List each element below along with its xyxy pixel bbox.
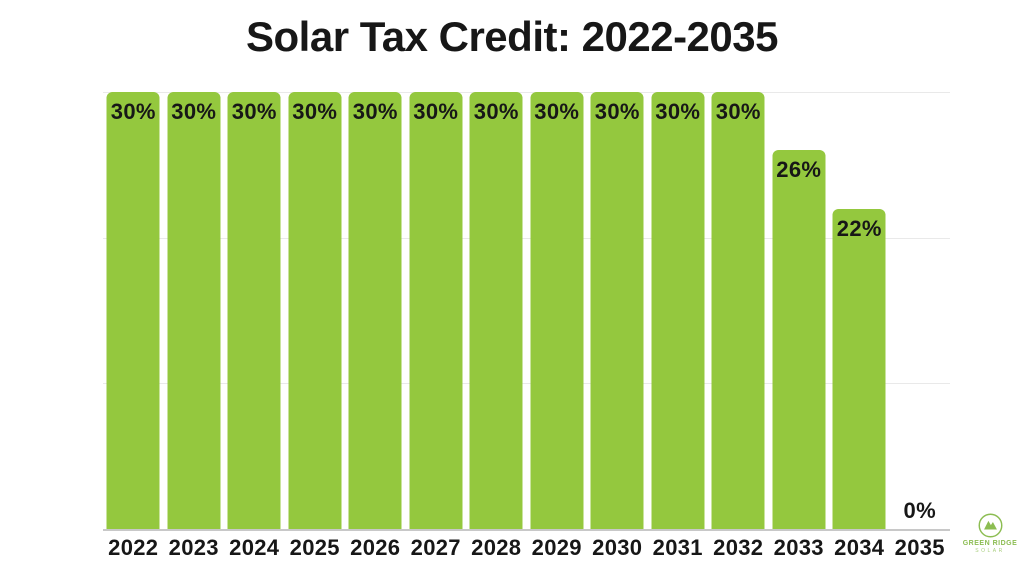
x-axis-label-2022: 2022 xyxy=(108,535,159,560)
brand-logo: GREEN RIDGE SOLAR xyxy=(957,513,1023,554)
x-axis-label-2030: 2030 xyxy=(592,535,643,560)
bar-2027: 30% xyxy=(409,92,463,529)
bar-value-label-2035: 0% xyxy=(903,498,936,523)
brand-tagline: SOLAR xyxy=(975,548,1005,554)
bar-2029: 30% xyxy=(530,92,584,529)
x-axis-labels: 2022 2023 2024 2025 2026 2027 2028 2029 2030 2031… xyxy=(103,535,950,561)
bar-2024: 30% xyxy=(227,92,281,529)
bar-column-2022: 30% xyxy=(103,92,164,529)
x-axis-label-2024: 2024 xyxy=(229,535,280,560)
bar-value-label-2030: 30% xyxy=(594,99,640,124)
bar-value-label-2033: 26% xyxy=(776,157,822,183)
plot-area: 30% 30% 30% 30% 30% 30% 30% 30% 30% 30% 30% 26% 22% 0… xyxy=(103,92,950,531)
bar-column-2030: 30% xyxy=(587,92,648,529)
bar-value-label-2025: 30% xyxy=(292,99,338,124)
bar-column-2023: 30% xyxy=(164,92,225,529)
bar-column-2027: 30% xyxy=(406,92,467,529)
x-axis-label-2031: 2031 xyxy=(652,535,703,560)
x-axis-label-2033: 2033 xyxy=(773,535,824,560)
bar-column-2032: 30% xyxy=(708,92,769,529)
x-axis-label-2032: 2032 xyxy=(713,535,764,560)
bar-value-label-2032: 30% xyxy=(715,99,761,124)
bar-value-label-2031: 30% xyxy=(655,99,701,124)
bar-2034: 22% xyxy=(832,208,886,529)
bar-value-label-2022: 30% xyxy=(110,99,156,124)
bar-2022: 30% xyxy=(106,92,160,529)
bar-column-2025: 30% xyxy=(285,92,346,529)
bars-container: 30% 30% 30% 30% 30% 30% 30% 30% 30% 30% 30% 26% 22% 0… xyxy=(103,92,950,529)
x-axis-label-2028: 2028 xyxy=(471,535,522,560)
x-axis-line xyxy=(103,529,950,531)
bar-column-2024: 30% xyxy=(224,92,285,529)
bar-column-2035: 0% xyxy=(890,92,951,529)
x-axis-label-2025: 2025 xyxy=(289,535,340,560)
bar-2033: 26% xyxy=(772,150,826,529)
x-axis-label-2027: 2027 xyxy=(410,535,461,560)
bar-2025: 30% xyxy=(288,92,342,529)
x-axis-label-2026: 2026 xyxy=(350,535,401,560)
bar-value-label-2034: 22% xyxy=(836,215,882,241)
bar-value-label-2028: 30% xyxy=(473,99,519,124)
bar-column-2028: 30% xyxy=(466,92,527,529)
bar-column-2029: 30% xyxy=(527,92,588,529)
bar-2028: 30% xyxy=(469,92,523,529)
bar-value-label-2029: 30% xyxy=(534,99,580,124)
mountain-logo-icon xyxy=(978,513,1002,538)
bar-column-2033: 26% xyxy=(769,92,830,529)
bar-column-2034: 22% xyxy=(829,92,890,529)
bar-column-2026: 30% xyxy=(345,92,406,529)
bar-value-label-2027: 30% xyxy=(413,99,459,124)
bar-column-2031: 30% xyxy=(648,92,709,529)
bar-value-label-2024: 30% xyxy=(231,99,277,124)
x-axis-label-2029: 2029 xyxy=(531,535,582,560)
bar-2023: 30% xyxy=(167,92,221,529)
chart-title: Solar Tax Credit: 2022-2035 xyxy=(246,13,779,60)
brand-name: GREEN RIDGE xyxy=(962,540,1018,547)
bar-value-label-2023: 30% xyxy=(171,99,217,124)
bar-2030: 30% xyxy=(590,92,644,529)
x-axis-label-2034: 2034 xyxy=(834,535,885,560)
x-axis-label-2035: 2035 xyxy=(894,535,945,560)
x-axis-label-2023: 2023 xyxy=(168,535,219,560)
bar-2026: 30% xyxy=(348,92,402,529)
bar-2032: 30% xyxy=(711,92,765,529)
gridline-20-pct xyxy=(103,237,950,239)
bar-2031: 30% xyxy=(651,92,705,529)
gridline-10-pct xyxy=(103,383,950,385)
bar-value-label-2026: 30% xyxy=(352,99,398,124)
gridline-30-pct xyxy=(103,92,950,93)
